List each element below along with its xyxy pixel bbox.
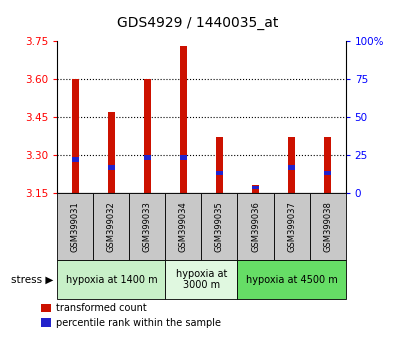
Text: GSM399036: GSM399036 [251, 201, 260, 252]
Bar [324, 171, 331, 175]
Text: stress ▶: stress ▶ [11, 275, 53, 285]
Text: GSM399033: GSM399033 [143, 201, 152, 252]
Text: hypoxia at
3000 m: hypoxia at 3000 m [176, 269, 227, 291]
Bar [72, 158, 79, 162]
Text: GSM399035: GSM399035 [215, 201, 224, 252]
Bar [108, 112, 115, 193]
Bar [237, 193, 274, 260]
Bar [166, 193, 201, 260]
Bar [324, 137, 331, 193]
Bar [288, 137, 295, 193]
Text: GDS4929 / 1440035_at: GDS4929 / 1440035_at [117, 16, 278, 30]
Text: GSM399038: GSM399038 [323, 201, 332, 252]
Bar [130, 193, 166, 260]
Bar [274, 193, 310, 260]
Bar [237, 260, 346, 299]
Bar [72, 79, 79, 193]
Bar [216, 137, 223, 193]
Bar [93, 193, 130, 260]
Text: GSM399034: GSM399034 [179, 201, 188, 252]
Bar [310, 193, 346, 260]
Bar [57, 260, 166, 299]
Text: GSM399031: GSM399031 [71, 201, 80, 252]
Text: GSM399037: GSM399037 [287, 201, 296, 252]
Bar [288, 165, 295, 170]
Text: hypoxia at 1400 m: hypoxia at 1400 m [66, 275, 157, 285]
Bar [57, 193, 93, 260]
Bar [252, 186, 259, 189]
Bar [180, 46, 187, 193]
Bar [108, 165, 115, 170]
Bar [216, 171, 223, 175]
Bar [180, 155, 187, 160]
Bar [144, 79, 150, 193]
Text: GSM399032: GSM399032 [107, 201, 116, 252]
Bar [166, 260, 237, 299]
Bar [252, 185, 259, 193]
Bar [144, 155, 150, 160]
Legend: transformed count, percentile rank within the sample: transformed count, percentile rank withi… [38, 299, 225, 332]
Text: hypoxia at 4500 m: hypoxia at 4500 m [246, 275, 337, 285]
Bar [201, 193, 237, 260]
